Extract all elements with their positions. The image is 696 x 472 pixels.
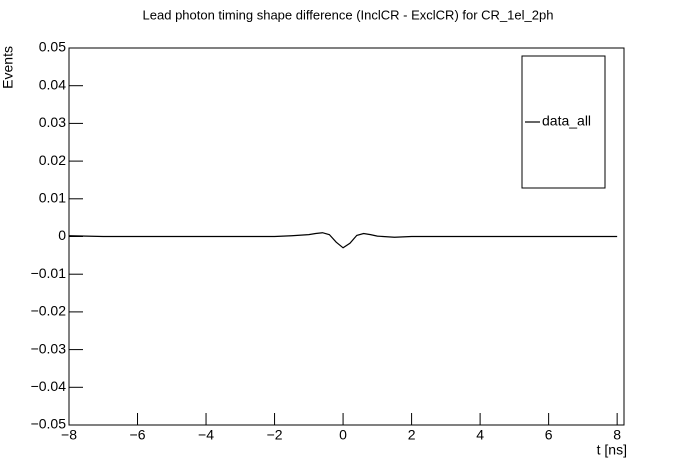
y-tick-label: −0.01 — [31, 265, 67, 281]
x-tick-label: −6 — [130, 427, 146, 443]
y-tick-label: 0.01 — [39, 190, 66, 206]
y-tick-label: 0.05 — [39, 39, 66, 55]
x-tick-label: −2 — [267, 427, 283, 443]
x-tick-label: −8 — [61, 427, 77, 443]
y-tick-label: −0.03 — [31, 340, 67, 356]
y-tick-label: −0.02 — [31, 303, 67, 319]
x-tick-label: 8 — [613, 427, 621, 443]
y-tick-label: 0 — [58, 227, 66, 243]
chart-title: Lead photon timing shape difference (Inc… — [143, 7, 554, 22]
y-axis-label: Events — [0, 46, 16, 89]
y-tick-label: 0.03 — [39, 114, 66, 130]
y-tick-label: 0.04 — [39, 76, 66, 92]
data-line — [68, 232, 618, 249]
legend-label: data_all — [542, 113, 591, 129]
y-tick-label: −0.04 — [31, 378, 67, 394]
y-tick-label: 0.02 — [39, 152, 66, 168]
x-tick-label: 2 — [408, 427, 416, 443]
x-axis-label: t [ns] — [597, 442, 627, 458]
y-tick-label: −0.05 — [31, 416, 67, 432]
x-tick-label: 4 — [476, 427, 484, 443]
x-tick-label: 0 — [339, 427, 347, 443]
x-tick-label: 6 — [545, 427, 553, 443]
x-tick-label: −4 — [198, 427, 214, 443]
